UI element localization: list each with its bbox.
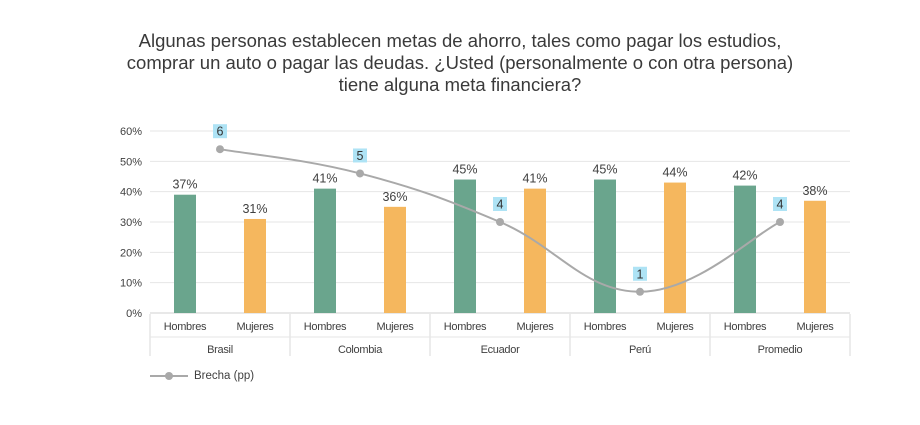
x-group-label: Ecuador bbox=[481, 344, 521, 356]
bar-hombres bbox=[594, 179, 616, 313]
y-tick-label: 10% bbox=[120, 278, 142, 290]
bar-mujeres bbox=[524, 188, 546, 313]
bar-mujeres bbox=[804, 200, 826, 313]
x-subcategory-label: Hombres bbox=[584, 321, 627, 333]
gap-label: 4 bbox=[777, 198, 784, 212]
y-tick-label: 30% bbox=[120, 217, 142, 229]
bar-value-label: 45% bbox=[592, 163, 617, 177]
y-tick-label: 40% bbox=[120, 187, 142, 199]
x-group-label: Colombia bbox=[338, 344, 383, 356]
bar-value-label: 41% bbox=[312, 172, 337, 186]
y-tick-label: 50% bbox=[120, 156, 142, 168]
gap-label: 1 bbox=[637, 267, 644, 281]
gap-label-box bbox=[353, 148, 367, 163]
x-subcategory-label: Hombres bbox=[444, 321, 487, 333]
chart-title: Algunas personas establecen metas de aho… bbox=[80, 30, 840, 96]
bar-mujeres bbox=[244, 218, 266, 313]
bar-hombres bbox=[454, 179, 476, 313]
x-subcategory-label: Hombres bbox=[724, 321, 767, 333]
bar-value-label: 44% bbox=[662, 166, 687, 180]
gap-point bbox=[776, 218, 784, 226]
bar-value-label: 36% bbox=[382, 190, 407, 204]
gap-point bbox=[216, 145, 224, 154]
x-subcategory-label: Hombres bbox=[304, 321, 347, 333]
y-tick-label: 60% bbox=[120, 126, 142, 138]
x-group-label: Brasil bbox=[207, 344, 233, 356]
legend-line-marker bbox=[150, 369, 188, 383]
title-line-1: Algunas personas establecen metas de aho… bbox=[138, 30, 782, 51]
title-line-2: comprar un auto o pagar las deudas. ¿Ust… bbox=[126, 52, 794, 73]
bar-mujeres bbox=[664, 182, 686, 313]
gap-point bbox=[496, 218, 504, 226]
bar-hombres bbox=[734, 185, 756, 313]
x-group-label: Perú bbox=[629, 344, 651, 356]
gap-label: 5 bbox=[357, 149, 364, 163]
x-subcategory-label: Mujeres bbox=[796, 321, 834, 333]
gap-label-box bbox=[493, 197, 507, 211]
x-subcategory-label: Mujeres bbox=[516, 321, 554, 333]
y-tick-label: 20% bbox=[120, 247, 142, 259]
gap-label-box bbox=[633, 266, 647, 281]
x-group-label: Promedio bbox=[758, 344, 803, 356]
gap-point bbox=[356, 169, 364, 178]
gap-label: 4 bbox=[497, 198, 504, 212]
x-subcategory-label: Mujeres bbox=[376, 321, 414, 333]
bar-value-label: 45% bbox=[452, 163, 477, 177]
bar-value-label: 41% bbox=[522, 172, 547, 186]
bar-value-label: 42% bbox=[732, 169, 757, 183]
gap-label-box bbox=[773, 197, 787, 211]
gap-label: 6 bbox=[217, 125, 224, 139]
gap-point bbox=[636, 287, 644, 296]
x-subcategory-label: Hombres bbox=[164, 321, 207, 333]
legend: Brecha (pp) bbox=[150, 369, 254, 383]
bar-value-label: 31% bbox=[242, 202, 267, 216]
bar-value-label: 38% bbox=[802, 184, 827, 198]
y-tick-label: 0% bbox=[126, 308, 142, 320]
legend-label: Brecha (pp) bbox=[194, 370, 255, 382]
bar-value-label: 37% bbox=[172, 178, 197, 192]
bar-mujeres bbox=[384, 206, 406, 313]
x-subcategory-label: Mujeres bbox=[656, 321, 694, 333]
gap-label-box bbox=[213, 124, 227, 139]
bar-hombres bbox=[314, 188, 336, 313]
bar-hombres bbox=[174, 194, 196, 313]
x-subcategory-label: Mujeres bbox=[236, 321, 274, 333]
title-line-3: tiene alguna meta financiera? bbox=[338, 74, 582, 95]
